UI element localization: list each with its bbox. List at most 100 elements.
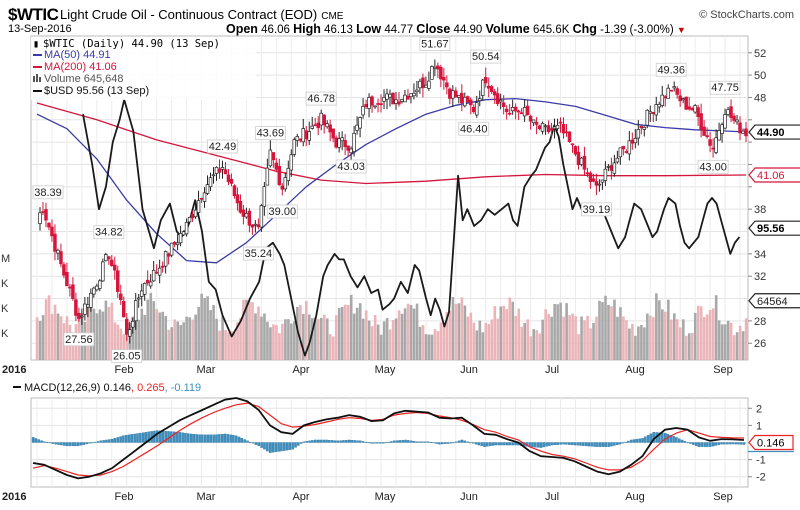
candle-body <box>621 145 626 150</box>
candle-body <box>110 259 114 267</box>
price-tag-label: 64564 <box>757 296 788 308</box>
volume-bar <box>248 301 251 360</box>
candle-body <box>693 105 697 113</box>
candle-body <box>424 84 428 88</box>
candle-body <box>507 112 512 115</box>
macd-tag-box <box>748 434 794 451</box>
candle-body <box>669 89 673 92</box>
open-label: Open <box>226 22 258 36</box>
macd-histogram-bar <box>457 440 461 443</box>
volume-bar <box>325 318 329 360</box>
volume-bar <box>233 332 236 360</box>
volume-bar <box>230 331 233 360</box>
macd-histogram-bar <box>155 430 159 443</box>
price-annotation: 26.05 <box>111 349 143 364</box>
price-annotation: 43.03 <box>335 159 367 174</box>
candle-body <box>726 109 730 115</box>
macd-histogram-bar <box>446 442 450 444</box>
macd-histogram-bar <box>658 432 661 443</box>
macd-histogram-bar <box>302 441 306 443</box>
macd-histogram-bar <box>426 441 430 443</box>
candle-body <box>310 125 314 129</box>
macd-histogram-bar <box>440 442 444 445</box>
volume-bar <box>361 318 365 360</box>
volume-bar <box>71 332 75 360</box>
macd-histogram-bar <box>646 435 650 443</box>
macd-histogram-bar <box>486 442 489 447</box>
x-tick-label: Sep <box>713 491 733 503</box>
macd-histogram-bar <box>677 438 681 443</box>
macd-histogram-bar <box>384 442 388 444</box>
candle-body <box>636 129 641 139</box>
volume-bar <box>322 314 326 360</box>
instrument-title: Light Crude Oil - Continuous Contract (E… <box>60 7 318 22</box>
annotation-label: 47.75 <box>711 82 739 94</box>
volume-bar <box>53 304 57 360</box>
volume-bar <box>308 314 311 360</box>
macd-histogram-bar <box>48 442 52 444</box>
candle-body <box>355 124 359 131</box>
macd-histogram-bar <box>294 442 297 448</box>
volume-bar <box>732 335 736 360</box>
candle-body <box>244 213 249 218</box>
candle-body <box>47 222 51 228</box>
volume-bar <box>140 308 144 360</box>
volume-bar <box>514 315 518 360</box>
macd-histogram-bar <box>31 437 35 443</box>
macd-histogram-bar <box>237 436 241 443</box>
macd-histogram-bar <box>206 434 210 443</box>
price-annotation: 27.56 <box>63 332 95 347</box>
macd-histogram-bar <box>325 439 328 443</box>
x-tick-label: Sep <box>713 364 733 376</box>
macd-histogram-bar <box>672 436 675 443</box>
macd-histogram-bar <box>381 442 385 444</box>
macd-histogram-bar <box>604 442 608 447</box>
candle-body <box>208 177 213 188</box>
volume-bar <box>475 330 479 360</box>
macd-histogram-bar <box>539 442 543 448</box>
volume-bar <box>684 335 688 360</box>
candle-body <box>59 251 63 265</box>
macd-histogram-bar <box>102 440 105 443</box>
volume-bar <box>595 316 598 360</box>
macd-histogram-bar <box>266 442 269 452</box>
macd-histogram-bar <box>621 442 625 444</box>
volume-bar <box>622 316 625 360</box>
macd-histogram-bar <box>627 440 630 443</box>
volume-bar <box>406 303 410 360</box>
volume-bar <box>119 328 123 360</box>
copyright: © StockCharts.com <box>699 9 794 21</box>
bar-chart-icon <box>33 74 41 82</box>
macd-histogram-bar <box>45 442 49 443</box>
macd-histogram-bar <box>240 438 244 443</box>
volume-bar <box>457 303 461 360</box>
candle-body <box>226 174 231 183</box>
volume-bar <box>44 299 48 360</box>
volume-bar <box>158 312 162 360</box>
macd-histogram-bar <box>562 442 565 445</box>
candle-body <box>510 107 515 112</box>
volume-bar <box>559 302 562 360</box>
volume-bar <box>448 310 452 360</box>
macd-histogram-bar <box>542 442 546 448</box>
volume-bar <box>251 302 254 360</box>
volume-bar <box>487 324 491 360</box>
volume-bar <box>478 320 482 360</box>
macd-histogram-bar <box>297 442 300 446</box>
macd-histogram-bar <box>429 442 433 443</box>
candle-body <box>277 165 282 186</box>
macd-histogram-bar <box>565 442 568 445</box>
candle-body <box>681 98 685 101</box>
candle-body <box>41 211 45 213</box>
volume-bar <box>176 321 180 360</box>
candle-body <box>322 114 326 126</box>
macd-histogram-bar <box>274 442 277 453</box>
volume-bar <box>382 321 386 360</box>
candle-body <box>154 271 159 274</box>
price-annotation: 34.82 <box>93 225 125 240</box>
candle-body <box>576 151 581 165</box>
macd-histogram-bar <box>308 440 311 443</box>
candle-body <box>122 300 126 318</box>
candle-body <box>352 132 356 152</box>
